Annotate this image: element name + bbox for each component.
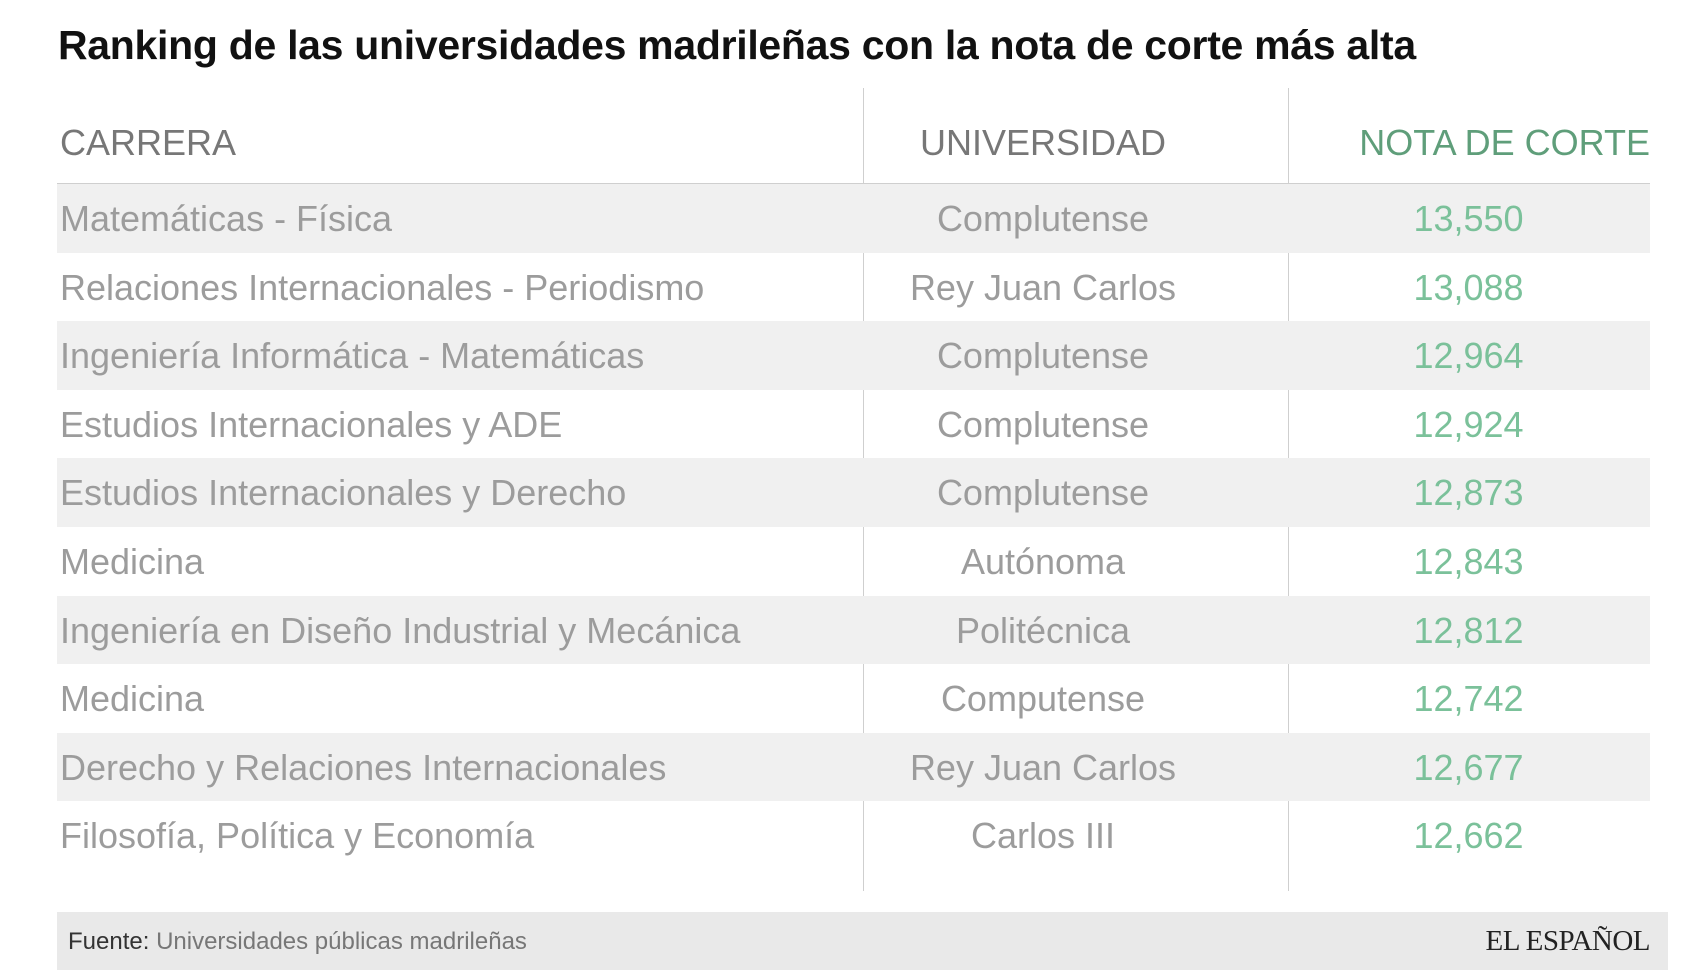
cell-nota-de-corte: 12,924 [1413, 403, 1524, 445]
table-row: Estudios Internacionales y Derecho Complu… [57, 458, 1650, 527]
table-row: Relaciones Internacionales - Periodismo R… [57, 253, 1650, 322]
el-espanol-logo: EL ESPAÑOL [1485, 925, 1651, 957]
chart-title: Ranking de las universidades madrileñas … [58, 22, 1416, 68]
cell-nota-de-corte: 12,843 [1413, 540, 1524, 582]
cell-nota-de-corte: 13,550 [1413, 198, 1524, 239]
footer: Fuente: Universidades públicas madrileña… [57, 912, 1668, 970]
cell-nota-de-corte: 13,088 [1413, 266, 1524, 308]
cell-nota-de-corte: 12,742 [1413, 678, 1524, 720]
cell-carrera: Estudios Internacionales y Derecho [60, 472, 627, 514]
cell-nota-de-corte: 12,873 [1413, 472, 1524, 514]
cell-nota-de-corte: 12,677 [1413, 746, 1524, 788]
table-row: Medicina Computense 12,742 [57, 664, 1650, 733]
cell-carrera: Matemáticas - Física [60, 198, 393, 239]
header-nota-de-corte: NOTA DE CORTE [1359, 122, 1650, 163]
cell-carrera: Ingeniería Informática - Matemáticas [60, 335, 645, 377]
cell-nota-de-corte: 12,662 [1413, 815, 1524, 857]
cell-universidad: Complutense [936, 472, 1150, 514]
source-line: Fuente: Universidades públicas madrileña… [68, 928, 527, 956]
table-row: Filosofía, Política y Economía Carlos III… [57, 801, 1650, 870]
table-row: Ingeniería Informática - Matemáticas Comp… [57, 321, 1650, 390]
cell-universidad: Complutense [936, 403, 1150, 445]
cell-carrera: Derecho y Relaciones Internacionales [60, 746, 667, 788]
cell-carrera: Relaciones Internacionales - Periodismo [60, 266, 705, 308]
cell-universidad: Politécnica [955, 609, 1131, 651]
table-row: Estudios Internacionales y ADE Complutens… [57, 390, 1650, 459]
cell-carrera: Filosofía, Política y Economía [60, 815, 535, 857]
table-row: Medicina Autónoma 12,843 [57, 527, 1650, 596]
cell-carrera: Estudios Internacionales y ADE [60, 403, 563, 445]
cell-nota-de-corte: 12,964 [1413, 335, 1524, 377]
ranking-table: CARRERA UNIVERSIDAD NOTA DE CORTE Matemá… [57, 88, 1650, 891]
table-row: Derecho y Relaciones Internacionales Rey … [57, 732, 1650, 802]
source-label: Fuente: [68, 928, 150, 955]
cell-universidad: Rey Juan Carlos [909, 746, 1177, 788]
cell-nota-de-corte: 12,812 [1413, 609, 1524, 651]
table-body: Matemáticas - Física Complutense 13,550 Rel… [57, 184, 1650, 870]
cell-universidad: Rey Juan Carlos [909, 266, 1177, 308]
cell-carrera: Medicina [60, 540, 205, 582]
table-row: Ingeniería en Diseño Industrial y Mecáni… [57, 595, 1650, 665]
cell-universidad: Complutense [936, 335, 1150, 377]
table-row: Matemáticas - Física Complutense 13,550 [57, 184, 1650, 253]
header-universidad: UNIVERSIDAD [919, 122, 1167, 163]
cell-universidad: Complutense [936, 198, 1150, 239]
cell-universidad: Autónoma [960, 540, 1126, 582]
cell-universidad: Computense [940, 678, 1146, 720]
table-header: CARRERA UNIVERSIDAD NOTA DE CORTE [57, 88, 1650, 184]
cell-universidad: Carlos III [970, 815, 1116, 857]
source-value: Universidades públicas madrileñas [156, 928, 527, 955]
header-carrera: CARRERA [60, 122, 237, 163]
cell-carrera: Medicina [60, 678, 205, 720]
cell-carrera: Ingeniería en Diseño Industrial y Mecáni… [60, 609, 741, 651]
